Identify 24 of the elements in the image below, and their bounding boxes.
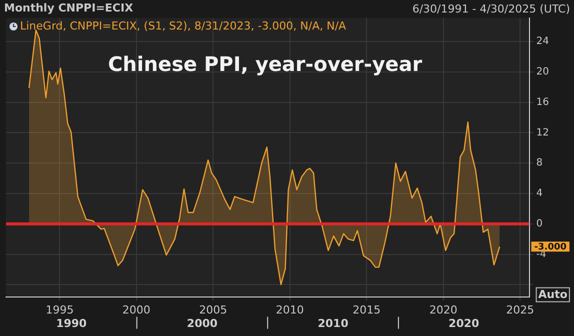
- text: 6/30/1991 - 4/30/2025 (UTC): [412, 2, 570, 16]
- x-tick-label: 2010: [276, 303, 304, 316]
- y-tick-label: 4: [536, 188, 543, 200]
- text: Chinese PPI, year-over-year: [108, 52, 422, 76]
- y-tick-label: 16: [536, 96, 550, 108]
- text: 2020: [448, 317, 480, 330]
- y-tick-label: 0: [536, 218, 543, 230]
- x-tick-label: 2025: [506, 303, 534, 316]
- y-tick-label: 20: [536, 66, 550, 78]
- text: Auto: [538, 288, 568, 302]
- x-tick-label: 2005: [199, 303, 228, 316]
- x-tick-label: 1995: [46, 303, 74, 316]
- text: 1990: [56, 317, 88, 330]
- text: -3.000: [534, 242, 566, 253]
- text: 2010: [318, 317, 349, 330]
- y-tick-label: 24: [536, 36, 550, 48]
- text: 2000: [186, 317, 218, 330]
- x-tick-label: 2000: [122, 303, 150, 316]
- chart-subtitle: Monthly CNPPI=ECIX: [4, 1, 134, 14]
- x-tick-label: 2015: [352, 303, 381, 316]
- y-tick-label: 12: [536, 127, 550, 138]
- y-tick-label: 8: [536, 158, 543, 169]
- series-label: LineGrd, CNPPI=ECIX, (S1, S2), 8/31/2023, -3.000, N/A, N/A: [20, 19, 347, 32]
- x-tick-label: 2020: [429, 303, 458, 316]
